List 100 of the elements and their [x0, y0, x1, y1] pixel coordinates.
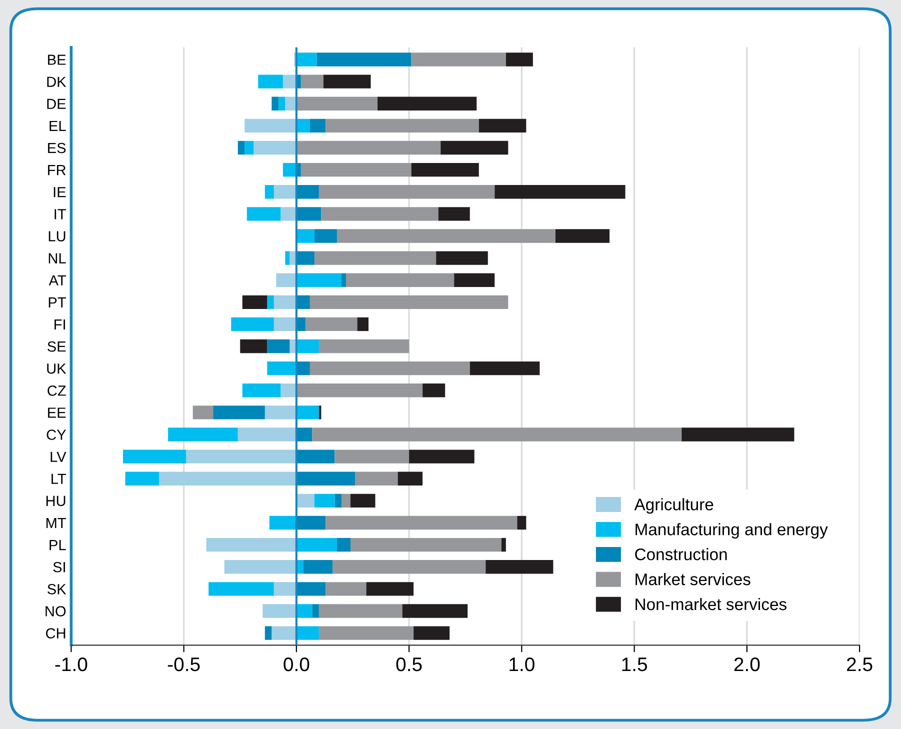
- y-tick-label: AT: [48, 275, 66, 286]
- bar: [272, 96, 278, 110]
- bar: [336, 538, 350, 552]
- x-tick-label: -0.5: [168, 657, 200, 672]
- bar: [296, 140, 441, 155]
- bar: [296, 472, 355, 486]
- bar: [305, 317, 358, 332]
- y-tick-label: EE: [48, 408, 66, 418]
- bar: [334, 494, 342, 508]
- bar: [296, 626, 319, 640]
- bar: [296, 251, 314, 265]
- bar: [296, 384, 423, 398]
- bar: [242, 295, 268, 309]
- bar: [310, 295, 508, 309]
- bar: [224, 560, 296, 574]
- bar: [242, 384, 281, 398]
- bar: [280, 384, 296, 398]
- bar: [296, 118, 310, 133]
- bar: [296, 604, 312, 618]
- bar: [296, 295, 310, 309]
- bar: [336, 229, 556, 243]
- bar: [440, 140, 508, 155]
- y-tick-label: DK: [47, 76, 66, 87]
- bar: [314, 229, 337, 243]
- bar: [285, 251, 290, 265]
- bar: [274, 582, 296, 596]
- bar: [238, 140, 245, 155]
- bar: [501, 538, 506, 552]
- bar: [438, 207, 470, 221]
- bar: [264, 185, 274, 199]
- bar: [159, 472, 296, 486]
- y-tick-label: SI: [53, 562, 65, 572]
- bar: [682, 428, 794, 442]
- y-tick-label: CZ: [48, 385, 66, 396]
- bar: [411, 162, 479, 177]
- y-tick-label: CY: [46, 430, 66, 440]
- bar: [486, 560, 554, 574]
- y-tick-label: SK: [48, 584, 66, 594]
- bar: [282, 74, 296, 88]
- bar: [264, 406, 296, 420]
- bar: [341, 273, 346, 287]
- bar: [494, 185, 626, 199]
- bar: [274, 295, 296, 309]
- bar: [310, 118, 326, 133]
- bar: [314, 251, 436, 265]
- legend-label: Manufacturing and energy: [636, 523, 828, 539]
- bar: [296, 52, 317, 66]
- bar: [321, 207, 438, 221]
- bar: [334, 450, 410, 464]
- x-tick-label: 2.5: [847, 657, 872, 672]
- bar: [274, 317, 296, 332]
- bar: [276, 273, 296, 287]
- bar: [332, 560, 486, 574]
- bar: [436, 251, 488, 265]
- bar: [300, 74, 324, 88]
- legend-label: Construction: [635, 548, 727, 560]
- bar: [296, 185, 319, 199]
- y-tick-label: NL: [48, 253, 66, 264]
- bar: [208, 582, 274, 596]
- bar: [122, 450, 186, 464]
- bar: [296, 361, 310, 376]
- bar: [454, 273, 495, 287]
- y-tick-label: NO: [46, 606, 66, 616]
- bar: [555, 229, 610, 243]
- x-tick-label: -1.0: [55, 657, 88, 672]
- bar: [316, 52, 412, 66]
- bar: [296, 516, 326, 530]
- bar: [409, 450, 474, 464]
- y-tick-label: IE: [54, 187, 66, 198]
- bar: [238, 428, 296, 442]
- bar: [296, 538, 337, 552]
- bar: [350, 494, 376, 508]
- bar: [240, 339, 268, 354]
- bar: [350, 538, 502, 552]
- bar: [470, 361, 540, 376]
- bar: [312, 428, 682, 442]
- y-tick-label: PL: [50, 540, 66, 550]
- x-tick-label: 0.0: [284, 657, 310, 672]
- bar: [318, 339, 410, 354]
- bar: [310, 361, 470, 376]
- bar: [206, 538, 296, 552]
- bar: [318, 604, 402, 618]
- bar: [326, 516, 518, 530]
- bar: [244, 140, 254, 155]
- legend-label: Agriculture: [634, 498, 714, 514]
- bar: [296, 428, 312, 442]
- bar: [414, 626, 450, 640]
- x-tick-label: 1.5: [622, 658, 648, 672]
- bar: [296, 406, 319, 420]
- bar: [282, 162, 296, 177]
- y-tick-label: FR: [48, 165, 66, 176]
- y-tick-label: PT: [48, 297, 66, 308]
- y-tick-label: FI: [54, 319, 65, 330]
- y-tick-label: BE: [48, 54, 66, 65]
- x-tick-label: 2.0: [734, 657, 760, 672]
- y-tick-label: UK: [47, 364, 66, 374]
- bar: [280, 207, 296, 221]
- bar: [254, 140, 296, 155]
- y-tick-label: LV: [50, 452, 66, 462]
- bar: [300, 162, 412, 177]
